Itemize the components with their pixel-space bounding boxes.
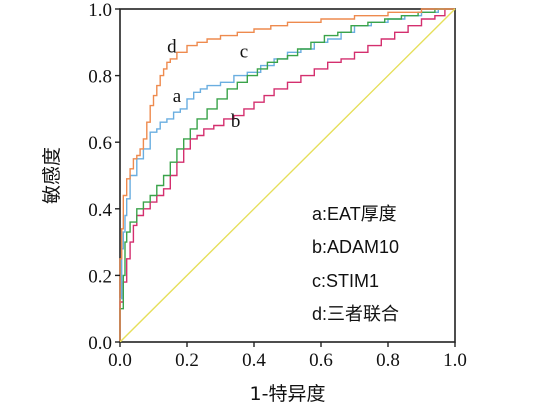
roc-curve-d <box>119 8 455 342</box>
series-group <box>119 8 456 343</box>
plot-area <box>119 8 456 343</box>
roc-curve-c <box>119 8 455 342</box>
legend: a:EAT厚度 b:ADAM10 c:STIM1 d:三者联合 <box>312 204 399 324</box>
roc-curve-a <box>119 8 455 342</box>
curve-label-a: a <box>173 86 182 107</box>
legend-entry-d: d:三者联合 <box>312 304 399 324</box>
x-tick-label: 0.0 <box>108 350 132 371</box>
curve-label-d: d <box>167 36 177 57</box>
y-tick-label: 0.2 <box>88 266 112 287</box>
roc-curve-b <box>119 8 455 342</box>
x-tick-label: 0.6 <box>309 350 333 371</box>
x-tick-label: 0.2 <box>175 350 199 371</box>
curve-labels: a b c d <box>167 36 248 132</box>
axis-ticks: 0.0 0.2 0.4 0.6 0.8 1.0 0.0 0.2 0.4 0.6 0.8 1.0 <box>88 0 467 371</box>
y-axis-title: 敏感度 <box>41 147 63 204</box>
legend-entry-b: b:ADAM10 <box>312 237 399 257</box>
curve-label-b: b <box>231 111 241 132</box>
curve-label-c: c <box>240 41 248 62</box>
y-tick-label: 0.8 <box>88 67 112 88</box>
y-tick-label: 1.0 <box>88 0 112 21</box>
x-tick-label: 0.4 <box>242 350 266 371</box>
x-tick-label: 1.0 <box>443 350 467 371</box>
y-tick-label: 0.6 <box>88 133 112 154</box>
reference-diagonal-line <box>119 8 456 343</box>
y-tick-label: 0.0 <box>88 333 112 354</box>
x-axis-title: 1-特异度 <box>250 383 326 405</box>
x-tick-label: 0.8 <box>376 350 400 371</box>
y-tick-label: 0.4 <box>88 200 112 221</box>
legend-entry-a: a:EAT厚度 <box>312 204 397 224</box>
plot-frame <box>119 8 456 343</box>
legend-entry-c: c:STIM1 <box>312 271 379 291</box>
